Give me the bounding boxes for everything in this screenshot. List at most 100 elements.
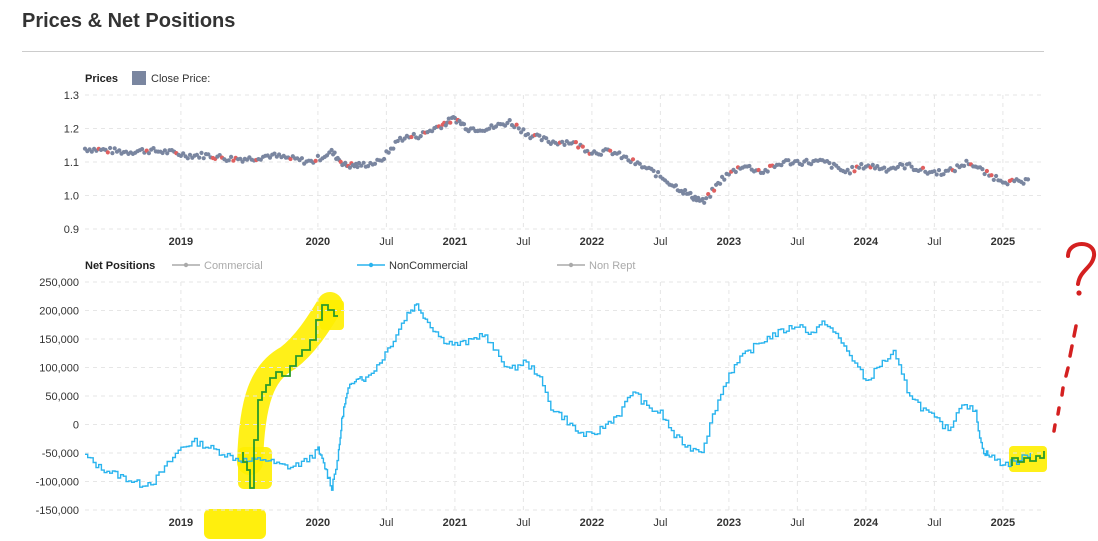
net-ytick-label: 200,000 [39,306,79,318]
price-point [936,168,942,173]
price-point [324,153,330,158]
net-legend-marker [568,262,574,268]
price-point [980,167,985,172]
price-ytick-label: 1.2 [64,124,79,136]
net-xtick-label: 2023 [717,517,741,529]
price-point [795,158,800,163]
price-point [315,153,320,158]
price-point [991,177,996,182]
price-point [952,169,958,174]
price-point [827,160,832,166]
price-point [272,151,277,156]
price-ytick-label: 0.9 [64,224,79,236]
price-point [395,138,400,144]
price-point [521,127,526,132]
price-point [299,156,304,161]
price-legend-label: Close Price: [151,73,210,85]
annotation-dash [1060,386,1065,397]
price-point [185,156,190,161]
price-point [651,168,656,173]
price-point [359,163,364,168]
annotation-dash [1072,324,1078,338]
price-point [920,165,926,170]
net-legend-label: Non Rept [589,260,635,272]
price-point [197,155,202,160]
net-positions-chart [85,303,1031,491]
price-point [108,145,113,151]
price-point [907,161,912,166]
price-point [461,122,467,127]
highlight-peak [320,300,344,330]
price-point [112,146,117,151]
price-point [857,165,862,170]
price-point [537,133,542,138]
price-point [765,169,770,174]
price-point [430,129,435,134]
price-point [656,170,661,175]
price-xtick-label: 2024 [854,236,879,248]
price-point [258,157,263,162]
price-point [984,168,990,174]
price-point [361,160,366,165]
price-xtick-label: 2019 [169,236,193,248]
price-point [761,170,766,175]
price-point [900,162,905,167]
price-xtick-label: Jul [790,236,804,248]
price-xtick-label: 2022 [580,236,604,248]
price-point [688,190,693,196]
price-point [448,120,453,125]
annotation-dash [1056,406,1061,416]
price-point [439,126,444,131]
overlay-green-recent [1011,451,1045,466]
net-ytick-label: -100,000 [36,477,79,489]
title-divider [22,51,1044,52]
net-ytick-label: 150,000 [39,334,79,346]
price-point [585,148,590,154]
price-point [194,152,199,157]
price-point [313,158,318,163]
axis-labels: 1.3 1.2 1.1 1.0 0.9 2019 2020 Jul 2021 Jul 2022 Jul… [36,71,1015,529]
price-point [608,148,613,153]
price-point [809,162,814,167]
price-point [411,131,416,137]
price-panel-title: Prices [85,73,118,85]
page-title: Prices & Net Positions [22,10,236,32]
price-point [653,174,658,179]
price-ytick-label: 1.3 [64,90,79,102]
price-point [747,163,752,169]
price-point [722,177,727,182]
price-point [516,126,521,131]
price-point [382,156,387,162]
overlay-green-rally [242,304,338,489]
price-xtick-label: 2023 [717,236,741,248]
net-ytick-label: 250,000 [39,277,79,289]
price-point [870,162,875,167]
price-point [1005,182,1010,187]
price-ytick-label: 1.0 [64,191,79,203]
price-point [229,154,234,159]
price-point [201,156,206,161]
overlay-annotations [242,242,1096,489]
net-xtick-label: Jul [653,517,667,529]
price-point [162,148,167,153]
price-point [386,150,391,155]
price-point [859,162,864,167]
price-point [964,158,969,163]
price-point [1021,181,1026,186]
net-legend-label: Commercial [204,260,263,272]
net-xtick-label: Jul [790,517,804,529]
price-point [994,173,999,179]
price-point [624,154,629,159]
price-point [712,188,717,193]
highlight-2025-recent [1009,446,1047,472]
price-point [519,130,524,135]
price-point [962,163,967,168]
price-point [418,134,423,139]
net-xtick-label: Jul [379,517,393,529]
price-point [704,196,709,201]
price-xtick-label: Jul [379,236,393,248]
price-point [909,164,914,169]
net-xtick-label: 2025 [991,517,1015,529]
net-xtick-label: 2020 [306,517,330,529]
price-point [681,191,686,196]
